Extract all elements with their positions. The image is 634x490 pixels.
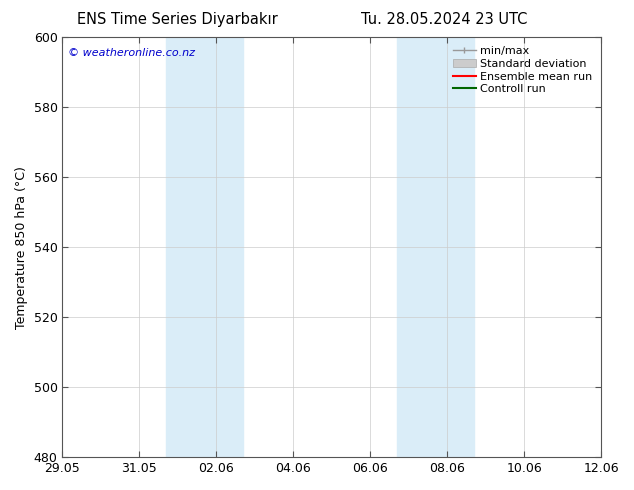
Bar [398, 37, 474, 457]
Bar [166, 37, 243, 457]
Y-axis label: Temperature 850 hPa (°C): Temperature 850 hPa (°C) [15, 166, 28, 329]
Text: ENS Time Series Diyarbakır: ENS Time Series Diyarbakır [77, 12, 278, 27]
Text: © weatheronline.co.nz: © weatheronline.co.nz [68, 48, 195, 58]
Legend: min/max, Standard deviation, Ensemble mean run, Controll run: min/max, Standard deviation, Ensemble me… [450, 43, 595, 98]
Text: Tu. 28.05.2024 23 UTC: Tu. 28.05.2024 23 UTC [361, 12, 527, 27]
